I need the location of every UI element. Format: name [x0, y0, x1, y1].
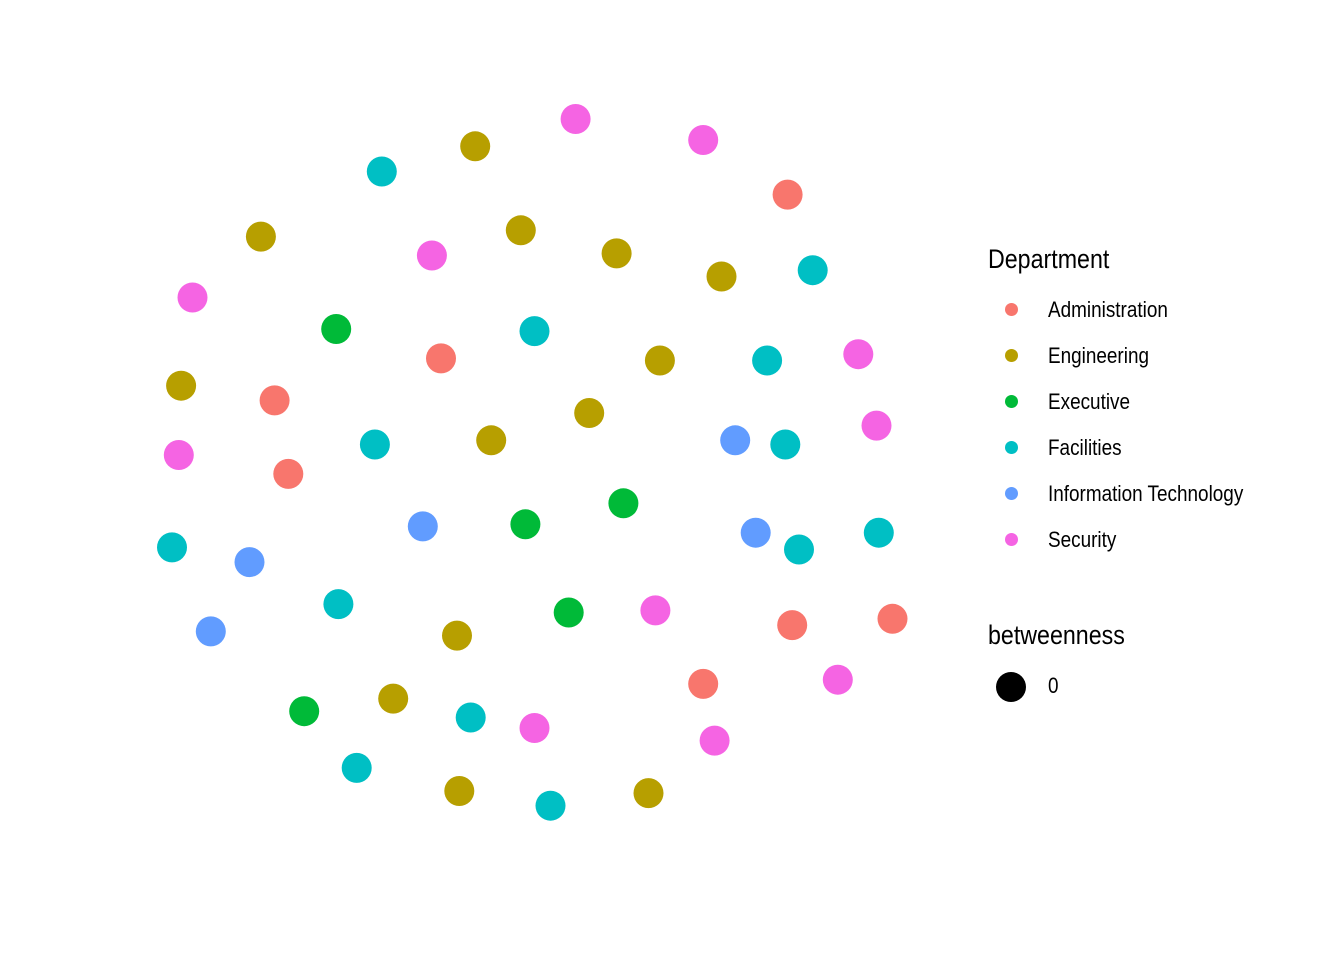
node-facilities-11 — [341, 752, 372, 783]
node-information-technology-1 — [407, 511, 438, 542]
node-engineering-0 — [460, 131, 491, 162]
node-facilities-2 — [797, 255, 828, 286]
node-engineering-9 — [442, 620, 472, 651]
node-engineering-10 — [378, 683, 409, 714]
node-information-technology-4 — [195, 616, 226, 647]
node-administration-0 — [772, 179, 803, 210]
legend-label-facilities: Facilities — [1048, 435, 1122, 460]
size-key-0 — [996, 672, 1026, 702]
node-security-2 — [416, 240, 447, 271]
node-facilities-0 — [366, 156, 397, 187]
node-executive-4 — [289, 696, 320, 727]
node-security-1 — [688, 125, 719, 155]
department-legend-title: Department — [988, 244, 1110, 274]
legend-key-executive — [1005, 395, 1018, 408]
betweenness-legend: betweenness 0 — [988, 620, 1147, 702]
node-security-3 — [177, 282, 208, 313]
node-security-6 — [163, 440, 194, 470]
node-administration-2 — [259, 385, 290, 416]
node-engineering-7 — [574, 398, 605, 428]
legend-key-information-technology — [1005, 487, 1018, 500]
node-security-7 — [640, 595, 671, 626]
node-administration-4 — [777, 610, 808, 641]
node-engineering-11 — [444, 776, 475, 806]
node-administration-1 — [426, 343, 456, 374]
node-facilities-12 — [535, 790, 566, 821]
node-information-technology-0 — [720, 425, 751, 456]
node-engineering-6 — [166, 370, 197, 401]
node-administration-6 — [688, 668, 719, 699]
legend-label-security: Security — [1048, 527, 1117, 552]
node-security-10 — [699, 725, 730, 756]
legend-label-administration: Administration — [1048, 297, 1168, 322]
legend-key-administration — [1005, 303, 1018, 316]
network-plot — [157, 104, 908, 821]
legend-key-security — [1005, 533, 1018, 546]
node-administration-5 — [877, 603, 908, 634]
node-facilities-10 — [455, 702, 486, 733]
node-administration-3 — [273, 458, 304, 489]
legend-label-information-technology: Information Technology — [1048, 481, 1244, 506]
node-engineering-8 — [476, 425, 507, 456]
node-executive-1 — [608, 488, 639, 519]
node-facilities-4 — [359, 429, 390, 460]
node-executive-0 — [321, 314, 352, 344]
node-engineering-3 — [601, 238, 632, 269]
node-facilities-9 — [323, 589, 354, 620]
department-legend: Department Administration Engineering Ex… — [988, 244, 1243, 552]
node-security-4 — [843, 339, 874, 370]
node-security-8 — [822, 664, 853, 695]
node-facilities-6 — [157, 532, 187, 563]
node-security-9 — [519, 713, 550, 743]
node-facilities-7 — [784, 534, 814, 565]
node-engineering-5 — [644, 345, 675, 376]
node-security-0 — [560, 104, 591, 134]
node-information-technology-3 — [234, 547, 265, 578]
node-information-technology-2 — [740, 517, 771, 548]
node-engineering-12 — [633, 778, 664, 809]
node-engineering-4 — [706, 261, 737, 292]
node-facilities-3 — [752, 345, 783, 376]
size-legend-label-0: 0 — [1048, 673, 1059, 698]
node-facilities-8 — [863, 517, 894, 548]
node-executive-2 — [510, 509, 541, 540]
node-facilities-5 — [770, 429, 801, 460]
node-engineering-1 — [245, 221, 276, 252]
node-executive-3 — [553, 597, 584, 628]
legend-label-executive: Executive — [1048, 389, 1131, 414]
legend-label-engineering: Engineering — [1048, 343, 1149, 368]
node-engineering-2 — [505, 215, 536, 246]
node-facilities-1 — [519, 316, 550, 347]
legend-key-engineering — [1005, 349, 1018, 362]
legend-key-facilities — [1005, 441, 1018, 454]
betweenness-legend-title: betweenness — [988, 620, 1125, 650]
node-security-5 — [861, 410, 892, 441]
